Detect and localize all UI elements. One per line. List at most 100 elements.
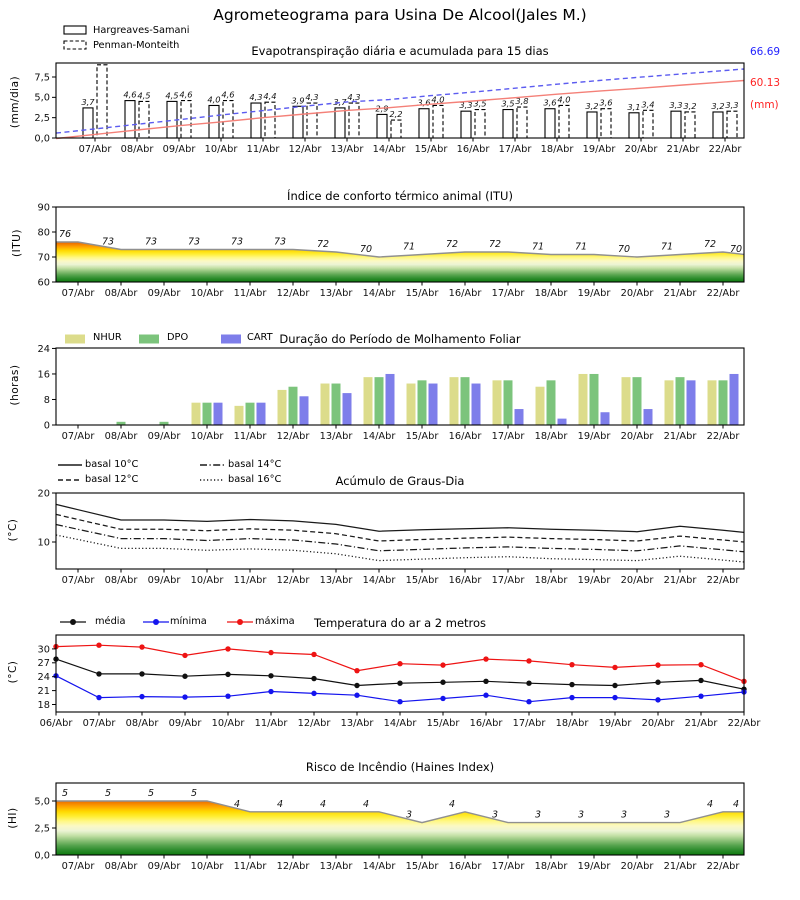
média-marker <box>96 671 102 677</box>
evapo-chart-title: Evapotranspiração diária e acumulada par… <box>251 44 549 58</box>
legend-label-maxima: máxima <box>255 616 295 627</box>
plot-frame <box>55 206 745 283</box>
x-tick-label: 12/Abr <box>277 431 311 442</box>
x-tick-label: 09/Abr <box>148 861 182 872</box>
x-tick-label: 10/Abr <box>191 575 225 586</box>
y-tick-label: 21 <box>38 686 50 697</box>
bar-value-label: 3,3 <box>459 100 472 110</box>
bar-value-label: 3,3 <box>669 100 682 110</box>
mínima-marker <box>268 688 274 695</box>
haines-chart-title: Risco de Incêndio (Haines Index) <box>305 760 495 774</box>
cart-bar <box>428 383 438 425</box>
máxima-marker <box>698 661 704 668</box>
haines-value-label: 4 <box>363 799 369 810</box>
x-tick-label: 10/Abr <box>205 144 239 155</box>
haines-value-label: 5 <box>105 788 111 799</box>
mínima-marker <box>483 692 489 698</box>
x-tick-label: 22/Abr <box>728 718 762 729</box>
y-tick-label: 24 <box>38 672 50 683</box>
itu-value-label: 71 <box>403 242 415 253</box>
mínima-line <box>55 675 745 703</box>
penman-bar <box>390 119 402 139</box>
nhur-bar <box>578 373 588 425</box>
cart-bar <box>643 409 653 425</box>
mínima-marker <box>698 693 704 699</box>
máxima-marker <box>268 649 274 656</box>
graus-chart <box>55 503 745 563</box>
máxima-marker <box>655 662 661 668</box>
x-tick-label: 15/Abr <box>406 575 440 586</box>
legend-label-basal14: basal 14°C <box>228 459 282 470</box>
y-tick-label: 70 <box>38 252 50 263</box>
média-marker <box>612 682 618 689</box>
hargreaves-bar <box>502 108 514 139</box>
haines-value-label: 4 <box>733 799 739 810</box>
x-tick-label: 17/Abr <box>492 575 526 586</box>
dpo-bar <box>675 377 685 425</box>
temp-ylabel: (°C) <box>7 660 19 684</box>
graus-line-dashed <box>55 513 745 543</box>
y-tick-label: 24 <box>38 344 50 355</box>
máxima-marker <box>182 652 188 659</box>
x-tick-label: 16/Abr <box>470 718 504 729</box>
nhur-legend-swatch <box>65 334 85 344</box>
nhur-bar <box>664 380 674 425</box>
haines-value-label: 3 <box>621 810 627 821</box>
x-tick-label: 12/Abr <box>298 718 332 729</box>
bar-value-label: 3,6 <box>417 98 430 108</box>
x-tick-label: 19/Abr <box>583 144 617 155</box>
x-tick-label: 14/Abr <box>373 144 407 155</box>
mínima-marker <box>96 694 102 701</box>
x-tick-label: 08/Abr <box>105 431 139 442</box>
dpm-chart-title: Duração do Período de Molhamento Foliar <box>279 332 521 346</box>
cart-bar <box>342 393 352 425</box>
haines-value-label: 3 <box>492 810 498 821</box>
y-tick-label: 2,5 <box>34 823 50 834</box>
y-tick-label: 7,5 <box>34 72 50 83</box>
x-tick-label: 14/Abr <box>363 431 397 442</box>
penman-bar <box>642 109 654 139</box>
média-marker <box>440 679 446 685</box>
haines-value-label: 3 <box>664 810 670 821</box>
x-tick-label: 12/Abr <box>289 144 323 155</box>
x-tick-label: 21/Abr <box>664 575 698 586</box>
itu-value-label: 71 <box>575 242 587 253</box>
máxima-marker <box>483 656 489 662</box>
mínima-marker <box>612 694 618 701</box>
nhur-bar <box>191 402 201 425</box>
penman-bar <box>726 110 738 139</box>
bar-value-label: 3,4 <box>641 99 654 109</box>
penman-bar <box>222 100 234 139</box>
x-tick-label: 13/Abr <box>320 288 354 299</box>
x-tick-label: 15/Abr <box>406 288 440 299</box>
x-tick-label: 18/Abr <box>535 861 569 872</box>
x-tick-label: 09/Abr <box>148 431 182 442</box>
figure-title: Agrometeograma para Usina De Alcool(Jale… <box>213 6 587 24</box>
y-tick-label: 20 <box>38 488 50 499</box>
itu-value-label: 72 <box>489 239 501 250</box>
x-tick-label: 17/Abr <box>492 431 526 442</box>
bar-value-label: 3,8 <box>515 96 528 106</box>
hargreaves-total-label: 60.13 <box>750 77 781 89</box>
legend-label-minima: mínima <box>170 616 207 627</box>
bar-value-label: 4,5 <box>137 90 150 100</box>
bar-value-label: 3,5 <box>473 99 486 109</box>
itu-value-label: 72 <box>704 239 716 250</box>
x-tick-label: 07/Abr <box>79 144 113 155</box>
hargreaves-bar <box>334 107 346 139</box>
bar-value-label: 3,2 <box>683 101 696 111</box>
x-tick-label: 08/Abr <box>126 718 160 729</box>
bar-value-label: 3,3 <box>725 100 738 110</box>
média-marker <box>698 677 704 684</box>
penman-bar <box>474 108 486 139</box>
x-tick-label: 12/Abr <box>277 288 311 299</box>
dpo-bar <box>546 380 556 425</box>
y-tick-label: 30 <box>38 644 50 655</box>
x-tick-label: 12/Abr <box>277 575 311 586</box>
cart-legend-swatch <box>221 334 241 344</box>
bar-value-label: 3,9 <box>291 95 304 105</box>
bar-value-label: 3,1 <box>627 102 640 112</box>
máxima-marker <box>311 651 317 658</box>
x-tick-label: 20/Abr <box>621 288 655 299</box>
bar-value-label: 4,3 <box>305 92 318 102</box>
